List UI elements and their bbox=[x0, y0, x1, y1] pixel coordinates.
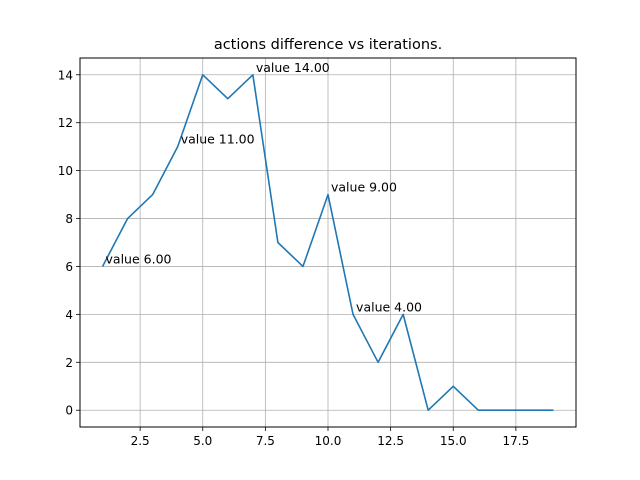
y-tick-label: 2 bbox=[65, 356, 73, 370]
y-tick-label: 10 bbox=[58, 164, 73, 178]
series-layer bbox=[101, 73, 554, 412]
y-tick-label: 12 bbox=[58, 116, 73, 130]
data-label: value 11.00 bbox=[181, 132, 255, 147]
y-tick-label: 14 bbox=[58, 68, 73, 82]
x-tick-label: 17.5 bbox=[503, 434, 530, 448]
x-tick-label: 15.0 bbox=[440, 434, 467, 448]
series-line bbox=[101, 73, 554, 412]
data-label: value 4.00 bbox=[356, 299, 422, 314]
data-label: value 9.00 bbox=[331, 180, 397, 195]
data-label: value 14.00 bbox=[256, 60, 330, 75]
grid bbox=[80, 58, 576, 427]
x-tick-label: 7.5 bbox=[256, 434, 275, 448]
data-label: value 6.00 bbox=[106, 251, 172, 266]
x-tick-label: 2.5 bbox=[131, 434, 150, 448]
y-tick-label: 4 bbox=[65, 308, 73, 322]
axis-ticks: 2.5 5.0 7.5 10.0 12.5 15.0 17.5 0 2 4 6 8 10 12 14 bbox=[58, 68, 530, 448]
y-tick-label: 8 bbox=[65, 212, 73, 226]
chart-title: actions difference vs iterations. bbox=[214, 37, 442, 53]
plot-frame bbox=[79, 57, 577, 428]
x-tick-label: 5.0 bbox=[193, 434, 212, 448]
x-tick-label: 10.0 bbox=[315, 434, 342, 448]
annotations: value 6.00 value 11.00 value 14.00 value 9.… bbox=[106, 60, 423, 315]
x-tick-label: 12.5 bbox=[377, 434, 404, 448]
y-tick-label: 0 bbox=[65, 404, 73, 418]
y-tick-label: 6 bbox=[65, 260, 73, 274]
